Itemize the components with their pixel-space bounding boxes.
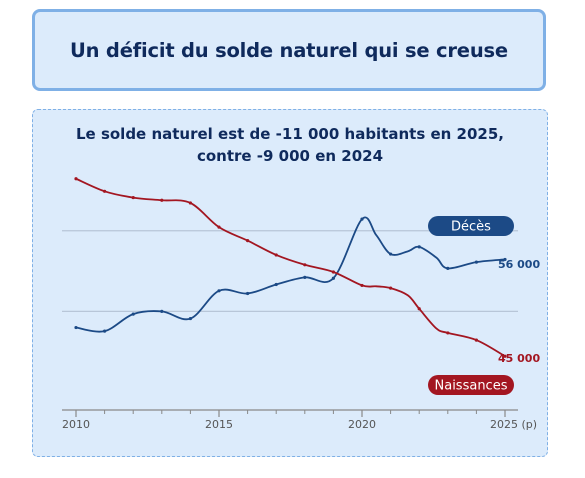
data-point [160, 309, 164, 314]
data-point [417, 307, 421, 311]
legend-label: Décès [451, 220, 491, 235]
data-point [217, 289, 221, 293]
data-point [131, 195, 135, 200]
data-point [217, 225, 221, 229]
chart-subtitle-line-2: contre -9 000 en 2024 [196, 147, 384, 165]
data-point [103, 189, 107, 193]
data-point [274, 282, 278, 287]
data-point [246, 239, 250, 243]
data-point [74, 177, 78, 181]
data-point [303, 263, 307, 267]
data-point [303, 275, 307, 279]
chart-subtitle-line-1: Le solde naturel est de -11 000 habitant… [75, 125, 505, 143]
data-point [331, 270, 335, 274]
data-point [188, 201, 192, 205]
chart-subtitle: Le solde naturel est de -11 000 habitant… [32, 123, 548, 167]
data-point [474, 338, 478, 342]
chart-panel [32, 109, 548, 457]
data-point [74, 325, 78, 330]
data-point [274, 253, 278, 257]
legend-badge-deces [428, 216, 514, 236]
data-point [103, 329, 107, 333]
data-point [446, 331, 450, 335]
data-point [131, 312, 135, 316]
x-tick-label: 2025 (p) [490, 418, 537, 431]
page-title: Un déficit du solde naturel qui se creus… [70, 38, 508, 62]
series-line-naissances [75, 177, 506, 358]
data-point [360, 283, 364, 288]
data-point [160, 198, 164, 202]
data-point [360, 217, 364, 221]
data-point [503, 354, 507, 358]
data-point [389, 286, 393, 290]
x-tick-label: 2015 [205, 418, 233, 431]
title-box: Un déficit du solde naturel qui se creus… [32, 9, 546, 91]
data-point [331, 276, 335, 280]
data-point [474, 260, 478, 264]
x-tick-label: 2010 [62, 418, 90, 431]
end-value-label: 56 000 [498, 258, 540, 271]
data-point [446, 266, 450, 270]
legend-badge-naissances [428, 375, 514, 395]
legend-label: Naissances [435, 379, 508, 394]
data-point [417, 245, 421, 249]
data-point [503, 257, 507, 262]
data-point [188, 316, 192, 321]
x-tick-label: 2020 [348, 418, 376, 431]
end-value-label: 45 000 [498, 352, 540, 365]
data-point [389, 252, 393, 256]
data-point [246, 291, 250, 296]
